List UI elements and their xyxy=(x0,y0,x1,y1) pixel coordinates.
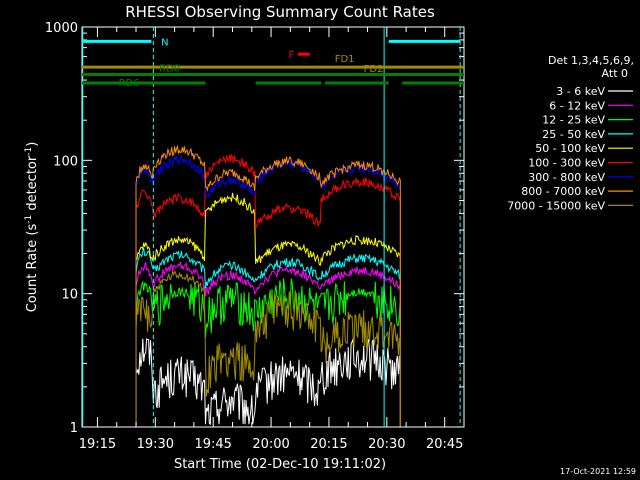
plot-frame xyxy=(81,26,465,428)
x-tick-label: 20:30 xyxy=(368,437,405,452)
flag-label-rd6: RD6 xyxy=(119,78,140,89)
legend-entry-label: 50 - 100 keV xyxy=(535,142,605,155)
x-tick-label: 19:45 xyxy=(194,437,231,452)
flag-label-fd1: FD1 xyxy=(335,54,355,65)
y-tick-label: 1 xyxy=(70,421,78,436)
legend-entry-label: 3 - 6 keV xyxy=(556,85,605,98)
legend-header: Det 1,3,4,5,6,9, xyxy=(548,54,634,67)
series-line-3 xyxy=(135,247,401,289)
x-tick-label: 19:15 xyxy=(79,437,116,452)
legend-entry-label: 25 - 50 keV xyxy=(542,128,605,141)
y-axis-label: Count Rate (s-1 detector-1) xyxy=(24,142,40,313)
flag-label-f: F xyxy=(288,50,294,61)
legend-header-att: Att 0 xyxy=(602,67,628,80)
legend-entry-label: 6 - 12 keV xyxy=(549,99,605,112)
chart-title: RHESSI Observing Summary Count Rates xyxy=(125,3,435,21)
series-line-4 xyxy=(135,192,401,266)
timestamp: 17-Oct-2021 12:59 xyxy=(560,467,636,476)
legend-entry-label: 100 - 300 keV xyxy=(528,157,605,170)
y-tick-label: 10 xyxy=(61,288,78,303)
y-tick-label: 100 xyxy=(53,154,78,169)
x-tick-label: 20:00 xyxy=(252,437,289,452)
series-line-5 xyxy=(135,154,401,229)
series-line-1 xyxy=(135,260,401,297)
x-tick-label: 20:45 xyxy=(426,437,463,452)
flag-label-fd2: FD2 xyxy=(364,64,384,75)
flag-label-n: N xyxy=(161,37,168,48)
legend-entry-label: 7000 - 15000 keV xyxy=(507,199,605,212)
x-axis-label: Start Time (02-Dec-10 19:11:02) xyxy=(174,457,386,472)
series-line-7 xyxy=(135,144,401,192)
series-line-0 xyxy=(135,337,401,426)
legend-entry-label: 300 - 800 keV xyxy=(528,171,605,184)
x-tick-label: 20:15 xyxy=(310,437,347,452)
flag-label-rd0: RD0 xyxy=(159,64,180,75)
series-line-6 xyxy=(135,154,401,199)
legend-entry-label: 800 - 7000 keV xyxy=(521,185,605,198)
legend-entry-label: 12 - 25 keV xyxy=(542,114,605,127)
y-tick-label: 1000 xyxy=(45,21,78,36)
series-line-8 xyxy=(135,270,401,397)
x-tick-label: 19:30 xyxy=(137,437,174,452)
